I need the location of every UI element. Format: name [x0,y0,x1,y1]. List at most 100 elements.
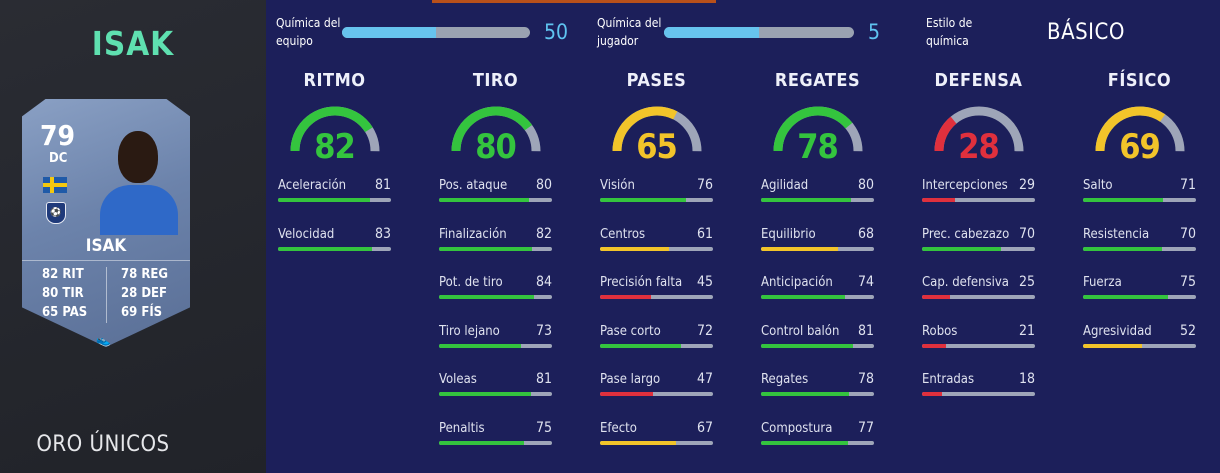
attribute-value: 81 [857,322,874,339]
attribute-value: 21 [1018,322,1035,339]
attribute-bar [922,295,1035,299]
attribute-row: Cap. defensiva 25 [922,274,1035,301]
player-card[interactable]: 79 DC ⚽ ISAK 82 RIT 80 TIR 65 PAS 78 REG… [22,99,190,347]
gauge-fill [773,106,862,171]
attribute-label: Pos. ataque [439,178,508,193]
card-stat: 82 RIT [42,267,84,282]
attribute-bar [1083,343,1196,348]
attribute-bar-fill [761,440,848,445]
attribute-label: Anticipación [761,275,833,290]
attribute-row: Finalización 82 [439,225,552,253]
attribute-bar [278,246,391,251]
attribute-bar-fill [761,295,845,299]
card-stat: 28 DEF [121,286,168,301]
card-stat: 65 PAS [42,305,88,320]
boot-icon: 👟 [96,333,111,347]
attribute-row: Precisión falta 45 [600,274,713,301]
attribute-bar-fill [761,246,838,251]
team-chemistry-label: Química del equipo [276,14,340,50]
category-0: RITMO 82 [277,70,392,171]
attribute-row: Centros 61 [600,225,713,253]
attribute-value: 70 [1018,225,1035,242]
attribute-label: Robos [922,323,958,339]
attribute-label: Compostura [761,420,833,436]
attribute-bar [439,246,552,251]
player-photo [92,127,182,235]
attribute-row: Tiro lejano 73 [439,323,552,350]
attribute-row: Regates 78 [761,371,874,398]
attribute-value: 84 [535,274,552,290]
gauge-svg [773,106,862,171]
category-value: 78 [797,127,839,167]
gauge-svg [290,106,379,171]
attribute-value: 75 [535,419,552,436]
attribute-row: Pase largo 47 [600,371,713,398]
attribute-row: Equilibrio 68 [761,225,874,253]
label-line: Química del [597,16,662,30]
chemistry-style-label: Estilo de química [926,14,972,50]
attribute-bar-fill [600,246,669,251]
category-2: PASES 65 [599,70,714,171]
category-value: 82 [314,127,356,167]
attribute-bar [922,198,1035,202]
attribute-row: Efecto 67 [600,420,713,447]
attribute-row: Voleas 81 [439,371,552,398]
attribute-value: 75 [1179,274,1196,290]
attribute-bar [761,295,874,299]
attribute-bar [922,246,1035,251]
attribute-label: Aceleración [278,178,347,193]
category-gauge: 28 [929,101,1029,171]
attribute-bar [922,343,1035,348]
label-line: equipo [276,34,313,48]
category-gauge: 82 [285,101,385,171]
attribute-bar-fill [1083,246,1163,251]
category-gauge: 80 [446,101,546,171]
attribute-row: Pase corto 72 [600,322,713,350]
category-gauge: 69 [1090,101,1190,171]
attribute-row: Compostura 77 [761,420,874,447]
attribute-label: Finalización [439,226,507,242]
attribute-value: 78 [857,371,874,387]
category-4: DEFENSA 28 [921,70,1036,171]
category-value: 28 [958,127,1000,167]
attribute-value: 81 [535,371,552,387]
attribute-value: 45 [696,274,713,290]
player-shirt [100,185,178,235]
category-5: FÍSICO 69 [1082,70,1197,171]
attribute-bar-fill [600,440,676,445]
category-3: REGATES 78 [760,70,875,171]
attribute-bar-fill [1083,295,1168,299]
attribute-bar [761,343,874,348]
chemistry-style-value[interactable]: BÁSICO [1047,20,1125,45]
attribute-bar-fill [600,392,654,396]
attribute-bar [278,198,391,202]
attribute-label: Salto [1083,178,1113,193]
gauge-svg [1095,106,1184,171]
attribute-label: Velocidad [278,226,335,242]
attribute-row: Pot. de tiro 84 [439,274,552,301]
attribute-value: 70 [1179,225,1196,242]
player-chemistry-label: Química del jugador [597,14,661,50]
label-line: Estilo de [926,16,973,30]
attribute-bar-fill [278,198,370,202]
attribute-value: 81 [374,177,391,193]
attribute-bar-fill [761,343,853,348]
attribute-value: 52 [1179,322,1196,339]
attribute-value: 68 [857,225,874,242]
attribute-bar [439,440,552,445]
attribute-label: Pase corto [600,323,661,339]
attribute-value: 82 [535,225,552,242]
gauge-fill [1095,106,1184,171]
attribute-row: Salto 71 [1083,177,1196,204]
attribute-bar-fill [922,343,946,348]
attribute-value: 72 [696,322,713,339]
attribute-label: Fuerza [1083,275,1122,290]
sweden-flag-icon [43,177,67,193]
category-1: TIRO 80 [438,70,553,171]
category-title: PASES [626,70,687,91]
attribute-value: 61 [696,225,713,242]
gauge-fill [290,106,379,171]
category-title: TIRO [472,70,519,91]
player-panel: ISAK 79 DC ⚽ ISAK 82 RIT 80 TIR 65 PAS 7… [0,0,266,473]
gauge-fill [612,106,701,171]
